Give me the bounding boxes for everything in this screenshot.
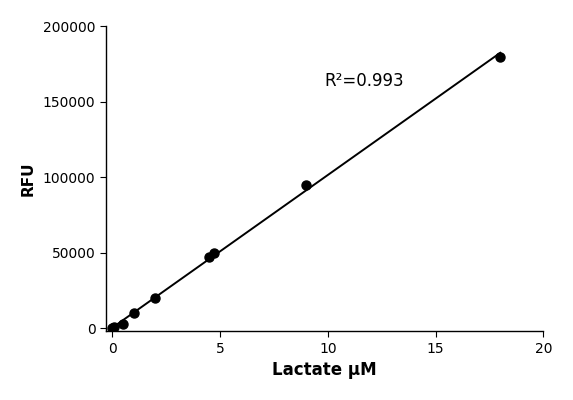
Y-axis label: RFU: RFU xyxy=(21,162,36,196)
Point xyxy=(302,182,311,188)
Text: R²=0.993: R²=0.993 xyxy=(325,72,404,90)
Point xyxy=(119,321,128,328)
Point xyxy=(205,254,214,260)
X-axis label: Lactate μM: Lactate μM xyxy=(272,361,377,379)
Point xyxy=(151,295,160,301)
Point xyxy=(110,324,119,330)
Point xyxy=(496,53,505,60)
Point xyxy=(129,310,139,316)
Point xyxy=(209,250,218,256)
Point xyxy=(108,325,117,331)
